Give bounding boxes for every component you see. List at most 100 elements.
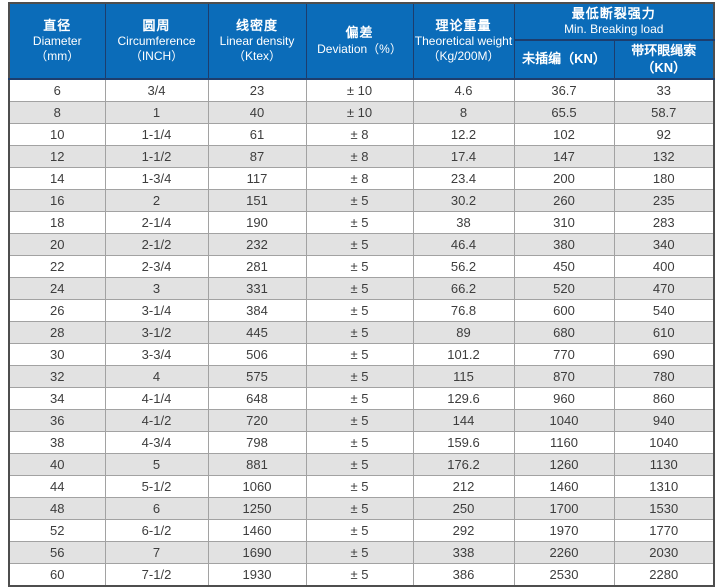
table-cell: ± 5 [305,364,414,388]
table-cell: 87 [207,144,307,168]
table-cell: 61 [207,122,307,146]
table-cell: 450 [513,254,615,278]
header-linear-density-unit: （Ktex） [232,49,281,63]
table-cell: 48 [8,496,106,520]
table-cell: 56 [8,540,106,564]
table-cell: 4.6 [412,78,515,102]
table-body: 6 3/4 23 ± 10 4.6 36.7 33 8 1 40 ± 10 8 65.5 58.7 10 1-… [8,78,715,587]
table-row: 24 3 331 ± 5 66.2 520 470 [8,276,715,300]
table-cell: 338 [412,540,515,564]
table-cell: 30.2 [412,188,515,212]
table-row: 52 6-1/2 1460 ± 5 292 1970 1770 [8,518,715,542]
table-cell: 1770 [613,518,715,542]
table-cell: ± 10 [305,100,414,124]
table-cell: 870 [513,364,615,388]
header-row-sub: 未插编（KN） 带环眼绳索（KN） [9,39,715,80]
table-cell: ± 5 [305,540,414,564]
table-row: 44 5-1/2 1060 ± 5 212 1460 1310 [8,474,715,498]
table-cell: 132 [613,144,715,168]
table-cell: 24 [8,276,106,300]
header-theoretical-weight-en: Theoretical weight [414,34,513,48]
table-cell: 250 [412,496,515,520]
table-cell: 798 [207,430,307,454]
table-cell: ± 5 [305,188,414,212]
table-cell: 1530 [613,496,715,520]
table-row: 22 2-3/4 281 ± 5 56.2 450 400 [8,254,715,278]
header-unspliced: 未插编（KN） [513,39,615,80]
table-cell: 4-1/4 [104,386,209,410]
table-row: 36 4-1/2 720 ± 5 144 1040 940 [8,408,715,432]
table-cell: 159.6 [412,430,515,454]
table-cell: 176.2 [412,452,515,476]
table-row: 32 4 575 ± 5 115 870 780 [8,364,715,388]
table-cell: 147 [513,144,615,168]
table-cell: ± 8 [305,166,414,190]
table-cell: 3/4 [104,78,209,102]
table-cell: 380 [513,232,615,256]
table-cell: 102 [513,122,615,146]
table-cell: 22 [8,254,106,278]
table-cell: 1970 [513,518,615,542]
table-cell: 690 [613,342,715,366]
table-cell: 310 [513,210,615,234]
header-circumference-unit: （INCH） [129,49,184,63]
table-cell: ± 5 [305,276,414,300]
table-cell: 34 [8,386,106,410]
table-cell: 770 [513,342,615,366]
table-cell: 260 [513,188,615,212]
header-deviation: 偏差 Deviation（%） [305,2,414,80]
header-diameter: 直径 Diameter （mm） [8,2,106,80]
header-deviation-en: Deviation（%） [317,41,402,56]
table-cell: 101.2 [412,342,515,366]
table-cell: 40 [8,452,106,476]
table-row: 18 2-1/4 190 ± 5 38 310 283 [8,210,715,234]
table-cell: 8 [8,100,106,124]
table-cell: 33 [613,78,715,102]
table-cell: 384 [207,298,307,322]
table-cell: 52 [8,518,106,542]
table-cell: 881 [207,452,307,476]
table-cell: ± 5 [305,254,414,278]
table-cell: 12.2 [412,122,515,146]
table-cell: 36 [8,408,106,432]
table-cell: 23.4 [412,166,515,190]
table-cell: 30 [8,342,106,366]
table-cell: 3-3/4 [104,342,209,366]
table-cell: 151 [207,188,307,212]
table-row: 12 1-1/2 87 ± 8 17.4 147 132 [8,144,715,168]
table-cell: 1310 [613,474,715,498]
table-cell: 129.6 [412,386,515,410]
table-cell: ± 5 [305,474,414,498]
table-cell: 1700 [513,496,615,520]
table-row: 16 2 151 ± 5 30.2 260 235 [8,188,715,212]
table-cell: 92 [613,122,715,146]
table-cell: 648 [207,386,307,410]
table-cell: 76.8 [412,298,515,322]
table-cell: 1-1/4 [104,122,209,146]
table-cell: 940 [613,408,715,432]
table-cell: 232 [207,232,307,256]
table-row: 28 3-1/2 445 ± 5 89 680 610 [8,320,715,344]
table-cell: 115 [412,364,515,388]
table-cell: 2-1/2 [104,232,209,256]
table-cell: 1060 [207,474,307,498]
table-cell: 2 [104,188,209,212]
table-cell: 1040 [513,408,615,432]
table-cell: 2-3/4 [104,254,209,278]
table-row: 48 6 1250 ± 5 250 1700 1530 [8,496,715,520]
table-cell: ± 5 [305,210,414,234]
table-cell: 23 [207,78,307,102]
table-cell: 3-1/4 [104,298,209,322]
table-cell: ± 5 [305,386,414,410]
table-cell: 14 [8,166,106,190]
header-diameter-en: Diameter [32,34,82,48]
table-cell: ± 5 [305,408,414,432]
table-cell: 46.4 [412,232,515,256]
table-cell: ± 5 [305,430,414,454]
table-cell: 58.7 [613,100,715,124]
table-cell: 18 [8,210,106,234]
header-theoretical-weight-unit: （Kg/200M） [427,49,500,63]
table-cell: 38 [8,430,106,454]
table-cell: 5 [104,452,209,476]
header-diameter-zh: 直径 [43,17,72,33]
